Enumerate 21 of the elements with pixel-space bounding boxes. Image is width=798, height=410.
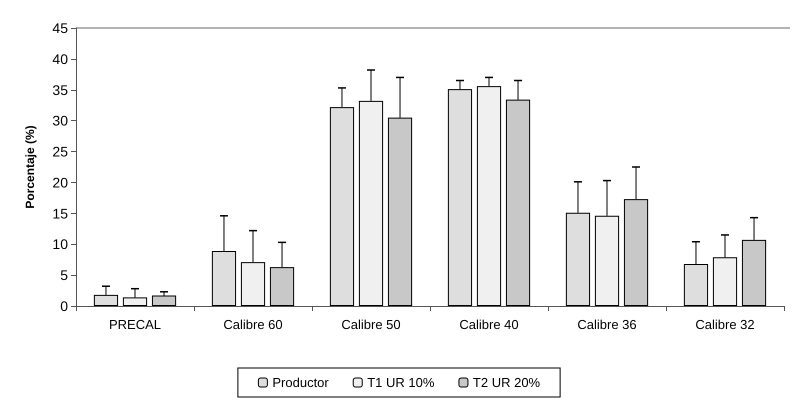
y-tick-label: 30	[52, 112, 68, 129]
y-tick-label: 15	[52, 205, 68, 222]
y-tick-label: 25	[52, 144, 68, 160]
y-axis-title: Porcentaje (%)	[23, 125, 37, 209]
x-tick-label: Calibre 36	[577, 317, 637, 332]
y-tick-label: 20	[52, 174, 68, 190]
legend-label: T1 UR 10%	[367, 375, 435, 390]
legend-label: Productor	[272, 375, 330, 390]
bar	[152, 296, 176, 306]
legend-label: T2 UR 20%	[472, 375, 541, 390]
y-tick-label: 35	[52, 82, 68, 98]
x-tick-label: Calibre 60	[223, 317, 283, 332]
y-tick-label: 10	[52, 236, 68, 252]
x-tick-label: Calibre 50	[341, 317, 401, 332]
y-tick-label: 40	[52, 50, 68, 67]
x-tick-label: PRECAL	[108, 317, 162, 332]
x-tick-label: Calibre 40	[459, 317, 519, 332]
y-tick-label: 5	[60, 267, 68, 284]
y-tick-label: 0	[60, 298, 68, 314]
y-tick-label: 45	[52, 20, 68, 36]
x-tick-label: Calibre 32	[695, 317, 755, 332]
